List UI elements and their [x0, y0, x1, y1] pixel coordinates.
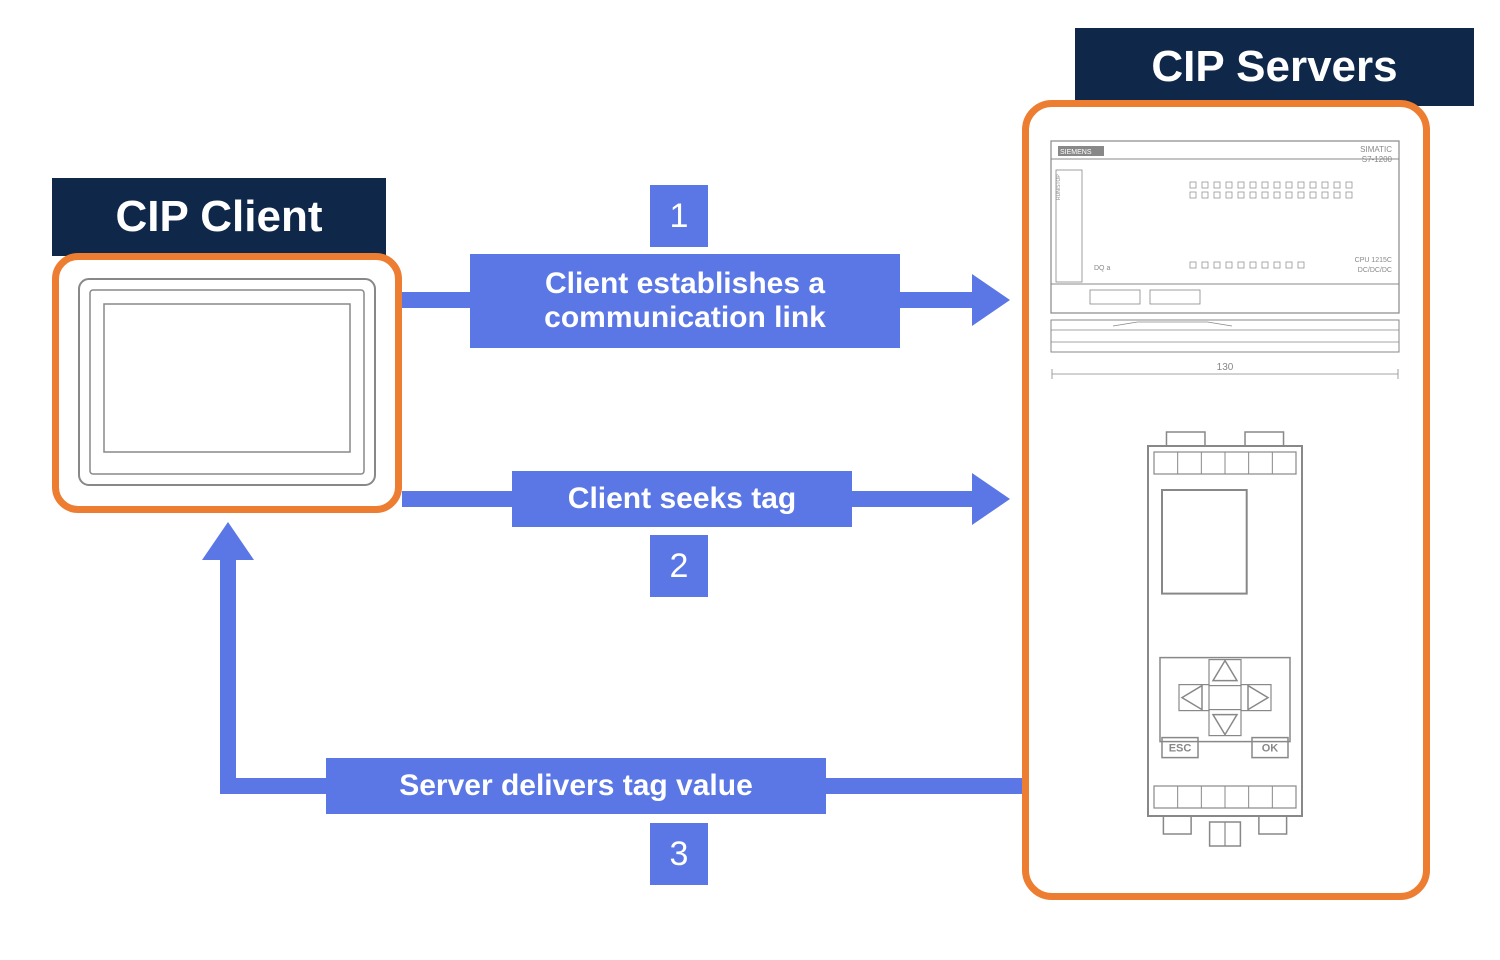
svg-text:CPU 1215C: CPU 1215C — [1355, 257, 1392, 264]
plc-icon: SIEMENS SIMATICS7-1200 RUN/STOP DQ a CPU 121… — [1050, 140, 1400, 380]
step-label-2: Client seeks tag — [512, 471, 852, 527]
step-number-3: 3 — [650, 823, 708, 885]
client-title: CIP Client — [52, 178, 386, 256]
svg-text:RUN/STOP: RUN/STOP — [1056, 174, 1062, 200]
step-number-2: 2 — [650, 535, 708, 597]
hmi-panel-icon — [78, 278, 376, 486]
svg-text:S7-1200: S7-1200 — [1362, 155, 1393, 164]
step-number-1: 1 — [650, 185, 708, 247]
step-label-1: Client establishes a communication link — [470, 254, 900, 348]
svg-text:SIEMENS: SIEMENS — [1060, 149, 1092, 156]
svg-text:SIMATIC: SIMATIC — [1360, 145, 1392, 154]
step-label-3: Server delivers tag value — [326, 758, 826, 814]
svg-text:DC/DC/DC: DC/DC/DC — [1358, 267, 1392, 274]
svg-text:ESC: ESC — [1169, 743, 1192, 755]
logo-module-icon: ESC OK — [1130, 430, 1320, 860]
svg-text:DQ a: DQ a — [1094, 265, 1110, 272]
svg-text:OK: OK — [1262, 743, 1279, 755]
svg-text:130: 130 — [1217, 362, 1234, 373]
servers-title: CIP Servers — [1075, 28, 1474, 106]
